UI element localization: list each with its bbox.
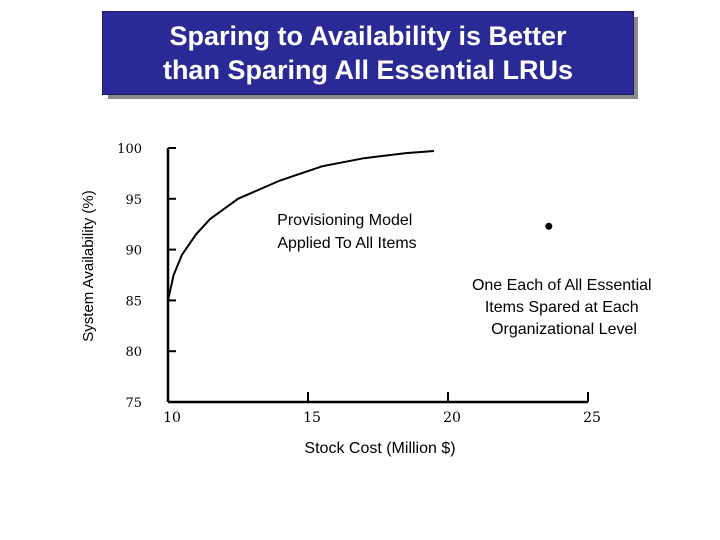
y-tick-label: 75 [125,396,142,411]
annotation-provisioning-line-1: Provisioning Model [277,212,412,229]
annotation-one-each-line-1: One Each of All Essential [472,277,652,294]
y-axis-label: System Availability (%) [80,190,97,341]
provisioning-curve [167,150,435,309]
annotation-provisioning: Provisioning Model Applied To All Items [277,212,417,252]
x-tick-label: 20 [443,410,461,426]
y-tick-label: 85 [125,294,142,309]
y-tick-label: 100 [117,142,142,157]
annotation-one-each-line-2: Items Spared at Each [485,299,639,316]
annotation-one-each-line-3: Organizational Level [491,321,637,338]
title-line-2: than Sparing All Essential LRUs [162,55,574,85]
x-axis-label: Stock Cost (Million $) [304,440,455,457]
essential-items-point [545,222,553,230]
title-line-1: Sparing to Availability is Better [169,21,567,51]
x-tick-label: 10 [163,410,181,426]
annotation-provisioning-line-2: Applied To All Items [277,235,416,252]
page-title: Sparing to Availability is Better than S… [102,11,634,95]
y-tick-label: 95 [125,193,142,208]
x-tick-label: 15 [303,410,321,426]
annotation-one-each: One Each of All Essential Items Spared a… [472,277,656,338]
y-tick-label: 90 [125,244,142,259]
y-tick-label: 80 [125,345,142,360]
x-tick-label: 25 [583,410,601,426]
